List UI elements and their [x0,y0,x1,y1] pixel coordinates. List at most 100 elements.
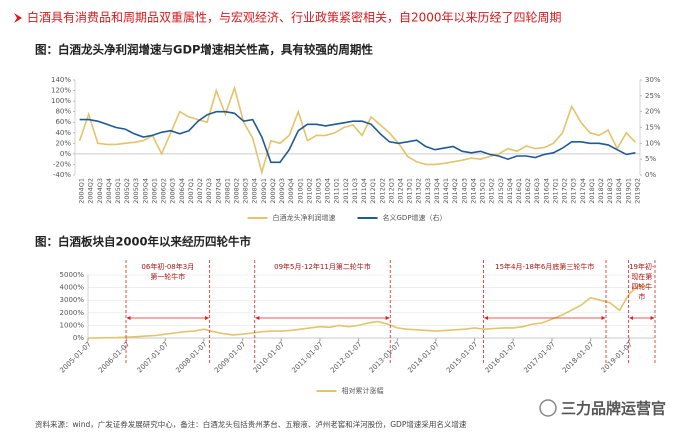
x-tick-label: 2011-01-07 [290,340,324,374]
y-tick-label: 140% [51,76,71,84]
period-label: 06年初-08年3月 [141,262,194,271]
x-tick-label: 2018Q3 [606,178,614,204]
x-tick-label: 2012Q1 [369,178,377,204]
y-tick-label: 3000% [60,296,85,304]
x-tick-label: 2010Q3 [314,178,322,204]
x-tick-label: 2009Q1 [260,178,268,204]
x-tick-label: 2019Q2 [633,178,641,204]
y-tick-label: 120% [51,87,71,95]
period-label: 四轮牛 [631,282,652,291]
x-tick-label: 2010-01-07 [252,340,286,374]
x-tick-label: 2013Q2 [415,178,423,204]
x-tick-label: 2015Q3 [497,178,505,204]
x-tick-label: 2018Q4 [615,178,623,204]
x-tick-label: 2006Q4 [178,178,186,204]
y-tick-label: 1000% [60,321,85,329]
x-tick-label: 2004Q2 [87,178,95,204]
x-tick-label: 2013-01-07 [368,340,402,374]
x-tick-label: 2005-01-07 [58,340,92,374]
x-tick-label: 2017Q3 [570,178,578,204]
series-line [87,284,649,339]
x-tick-label: 2007Q2 [196,178,204,204]
chart-title: 图：白酒板块自2000年以来经历四轮牛市 [35,235,252,249]
x-tick-label: 2018-01-07 [561,340,595,374]
watermark: 三力品牌运营官 [561,400,666,418]
x-tick-label: 2006Q1 [150,178,158,204]
x-tick-label: 2008-01-07 [174,340,208,374]
x-tick-label: 2005Q1 [114,178,122,204]
y2-tick-label: 30% [645,76,661,84]
y-tick-label: 20% [55,139,71,147]
series-line [78,85,636,176]
x-tick-label: 2016Q2 [524,178,532,204]
y-tick-label: -20% [53,160,71,168]
header-text: 白酒具有消费品和周期品双重属性，与宏观经济、行业政策紧密相关，自2000年以来历… [27,10,562,25]
x-tick-label: 2012-01-07 [329,340,363,374]
y-tick-label: 2000% [60,309,85,317]
y-tick-label: 100% [51,97,71,105]
legend-label: 白酒龙头净利润增速 [273,213,336,222]
bullet-icon [14,13,22,23]
x-tick-label: 2015Q1 [479,178,487,204]
x-tick-label: 2005Q2 [123,178,131,204]
x-tick-label: 2014Q3 [460,178,468,204]
y2-tick-label: 20% [645,108,661,116]
x-tick-label: 2013Q3 [424,178,432,204]
x-tick-label: 2016-01-07 [484,340,518,374]
x-tick-label: 2015-01-07 [445,340,479,374]
chart-title: 图：白酒龙头净利润增速与GDP增速相关性高，具有较强的周期性 [35,43,373,57]
x-tick-label: 2011Q1 [333,178,341,204]
x-tick-label: 2007-01-07 [136,340,170,374]
period-label: 现在第 [631,272,652,281]
legend-label: 名义GDP增速（右） [383,213,447,222]
x-tick-label: 2012Q2 [378,178,386,204]
y2-tick-label: 25% [645,92,661,100]
x-tick-label: 2008Q2 [232,178,240,204]
x-tick-label: 2013Q4 [433,178,441,204]
y2-tick-label: 5% [645,155,656,163]
x-tick-label: 2005Q4 [141,178,149,204]
y-tick-label: 0% [60,150,71,158]
x-tick-label: 2017-01-07 [522,340,556,374]
x-tick-label: 2007Q4 [214,178,222,204]
period-label: 09年5月-12年11月第二轮牛市 [274,262,371,271]
period-label: 第一轮牛市 [150,272,185,281]
x-tick-label: 2010Q2 [305,178,313,204]
x-tick-label: 2017Q1 [551,178,559,204]
x-tick-label: 2017Q2 [561,178,569,204]
y-tick-label: 60% [55,118,71,126]
x-tick-label: 2016Q1 [515,178,523,204]
x-tick-label: 2004Q4 [105,178,113,204]
x-tick-label: 2014-01-07 [406,340,440,374]
x-tick-label: 2009Q3 [278,178,286,204]
period-label: 15年4月-18年6月底第三轮牛市 [495,262,594,271]
footer-source: 资料来源：wind，广发证券发展研究中心，备注：白酒龙头包括贵州茅台、五粮液、泸… [35,419,467,429]
y-tick-label: 80% [55,108,71,116]
x-tick-label: 2009Q4 [287,178,295,204]
period-label: 市 [638,292,645,301]
x-tick-label: 2014Q2 [451,178,459,204]
x-tick-label: 2007Q1 [187,178,195,204]
y2-tick-label: 10% [645,139,661,147]
x-tick-label: 2008Q1 [223,178,231,204]
y-tick-label: 5000% [60,271,85,279]
y2-tick-label: 0% [645,171,656,179]
x-tick-label: 2011Q3 [351,178,359,204]
y-tick-label: 4000% [60,284,85,292]
y-tick-label: 40% [55,129,71,137]
x-tick-label: 2018Q2 [597,178,605,204]
x-tick-label: 2009-01-07 [213,340,247,374]
x-tick-label: 2008Q4 [251,178,259,204]
x-tick-label: 2006Q2 [160,178,168,204]
x-tick-label: 2005Q3 [132,178,140,204]
watermark-icon [539,399,557,417]
x-tick-label: 2016Q3 [533,178,541,204]
x-tick-label: 2017Q4 [579,178,587,204]
x-tick-label: 2010Q4 [324,178,332,204]
x-tick-label: 2007Q3 [205,178,213,204]
x-tick-label: 2004Q3 [96,178,104,204]
x-tick-label: 2009Q2 [269,178,277,204]
x-tick-label: 2011Q2 [342,178,350,204]
x-tick-label: 2019Q1 [624,178,632,204]
